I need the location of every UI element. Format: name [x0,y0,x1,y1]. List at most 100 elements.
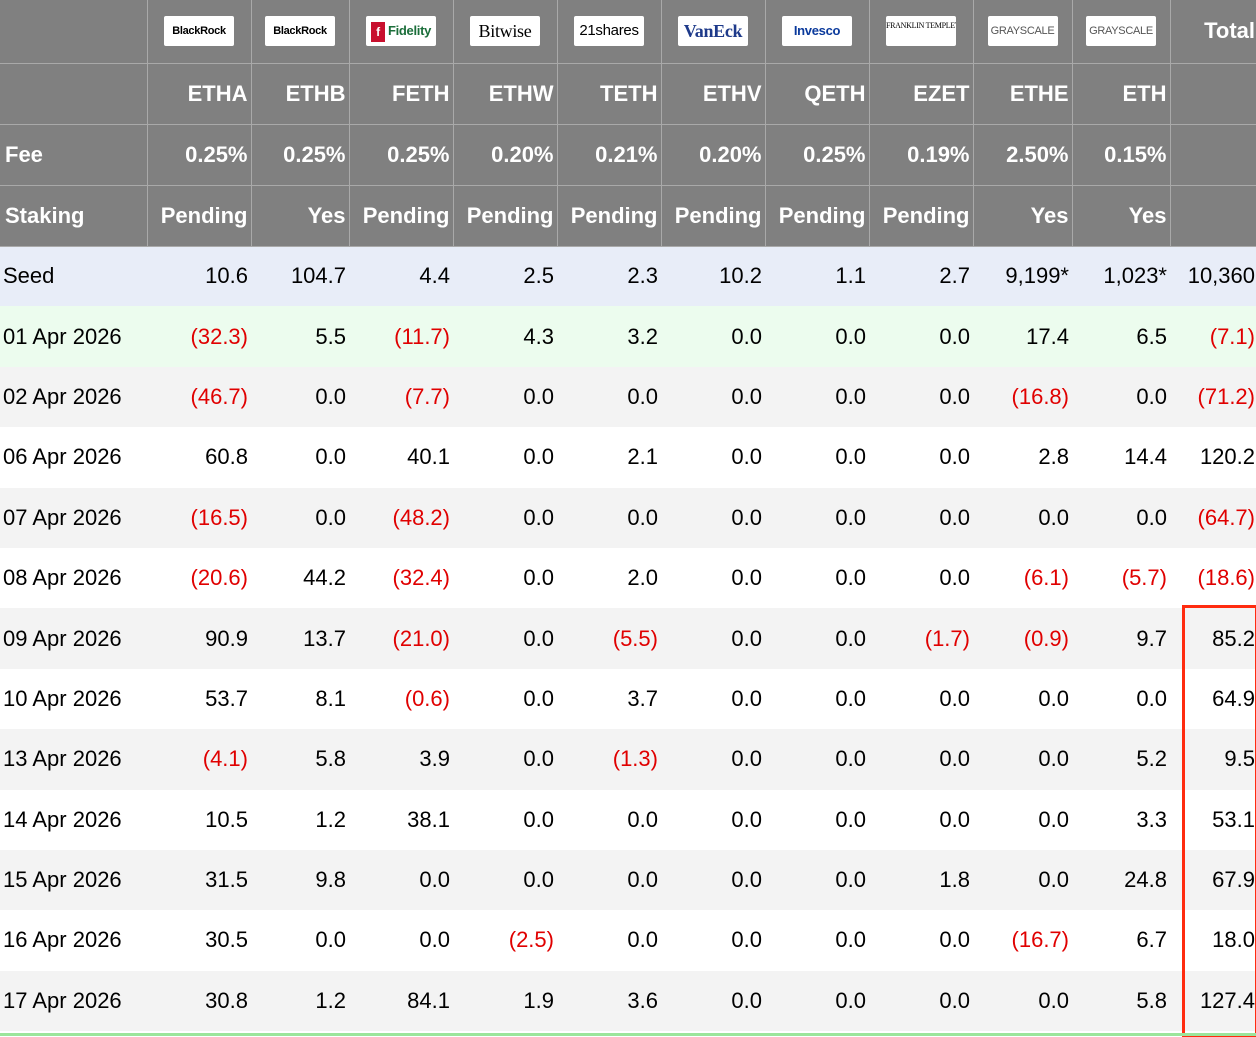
flow-cell: 0.0 [661,668,765,730]
fee-cell: 2.50% [973,124,1073,186]
flow-cell: 4.3 [453,306,557,367]
flow-cell: (20.6) [147,547,251,609]
flow-cell: (11.7) [349,306,453,367]
date-cell: 15 Apr 2026 [0,849,147,911]
flow-cell: 0.0 [349,849,453,911]
flow-cell: 38.1 [349,789,453,850]
flow-cell: 0.0 [661,970,765,1032]
flow-cell: 84.1 [349,970,453,1032]
total-cell: 9.5 [1170,729,1256,790]
fidelity-logo: f Fidelity [366,16,436,47]
flow-cell: 0.0 [349,910,453,971]
flow-cell: 0.0 [869,970,973,1032]
flow-cell: 0.0 [765,608,869,669]
grayscale-logo: GRAYSCALE [987,16,1058,47]
flow-cell: 31.5 [147,849,251,911]
ticker-row-label [0,63,148,125]
flow-cell: (0.6) [349,668,453,730]
flow-cell: (1.3) [557,729,661,790]
staking-total-cell [1170,185,1256,247]
fee-cell: 0.25% [765,124,870,186]
flow-cell: 0.0 [1072,366,1170,428]
flow-cell: 0.0 [661,910,765,971]
table-row: 01 Apr 2026 (32.3) 5.5 (11.7) 4.3 3.2 0.0 0.0 0.… [0,306,1256,367]
flow-cell: 0.0 [973,849,1072,911]
staking-cell: Yes [251,185,350,247]
flow-cell: 2.3 [557,246,661,307]
flow-cell: (32.3) [147,306,251,367]
flow-cell: 0.0 [453,366,557,428]
flow-cell: 1,023* [1072,246,1170,307]
flow-cell: 0.0 [765,366,869,428]
date-cell: 10 Apr 2026 [0,668,147,730]
flow-cell: 0.0 [251,366,349,428]
flow-cell: 0.0 [765,427,869,488]
flow-cell: 8.1 [251,668,349,730]
fee-row: Fee 0.25% 0.25% 0.25% 0.20% 0.21% 0.20% … [0,124,1256,186]
date-cell: 09 Apr 2026 [0,608,147,669]
flow-cell: 3.9 [349,729,453,790]
total-cell: (18.6) [1170,547,1256,609]
staking-cell: Yes [1072,185,1171,247]
flow-cell: 9.7 [1072,608,1170,669]
flow-cell: 30.8 [147,970,251,1032]
flow-cell: 1.2 [251,789,349,850]
flow-cell: 2.5 [453,246,557,307]
fee-cell: 0.25% [349,124,454,186]
fee-cell: 0.19% [869,124,974,186]
flow-cell: 104.7 [251,246,349,307]
flow-cell: 0.0 [661,729,765,790]
ticker-cell: ETHA [147,63,252,125]
flow-cell: (21.0) [349,608,453,669]
flow-cell: 0.0 [661,306,765,367]
fee-cell: 0.20% [453,124,558,186]
flow-cell: (1.7) [869,608,973,669]
total-cell: 127.4 [1170,970,1256,1032]
staking-cell: Pending [349,185,454,247]
flow-cell: 30.5 [147,910,251,971]
date-cell: 01 Apr 2026 [0,306,147,367]
fee-cell: 0.21% [557,124,662,186]
table-row: 16 Apr 2026 30.5 0.0 0.0 (2.5) 0.0 0.0 0.0 0.0 (1… [0,910,1256,971]
flow-cell: 44.2 [251,547,349,609]
flow-cell: 0.0 [973,970,1072,1032]
ticker-cell: ETHW [453,63,558,125]
ticker-cell: ETHE [973,63,1073,125]
fee-cell: 0.20% [661,124,766,186]
flow-cell: (5.7) [1072,547,1170,609]
flow-cell: 0.0 [765,487,869,548]
corner-cell [0,0,148,64]
staking-cell: Pending [557,185,662,247]
flow-cell: 0.0 [557,789,661,850]
invesco-logo: Invesco [782,16,852,47]
flow-cell: 0.0 [869,729,973,790]
flow-cell: 0.0 [765,789,869,850]
flow-cell: 2.0 [557,547,661,609]
total-cell: 10,360 [1170,246,1256,307]
flow-cell: 0.0 [869,547,973,609]
fidelity-mark-icon: f [370,21,385,42]
date-cell: 08 Apr 2026 [0,547,147,609]
flow-cell: 0.0 [453,427,557,488]
flow-cell: 0.0 [765,547,869,609]
flow-cell: 0.0 [453,668,557,730]
flow-cell: (2.5) [453,910,557,971]
date-cell: 06 Apr 2026 [0,427,147,488]
flow-cell: 4.4 [349,246,453,307]
ticker-cell: ETHV [661,63,766,125]
ticker-cell: TETH [557,63,662,125]
flow-cell: 0.0 [251,910,349,971]
date-cell: 07 Apr 2026 [0,487,147,548]
date-cell: 16 Apr 2026 [0,910,147,971]
flow-cell: (48.2) [349,487,453,548]
flow-cell: 0.0 [661,427,765,488]
total-cell: 67.9 [1170,849,1256,911]
flow-cell: (16.7) [973,910,1072,971]
bottom-border [0,1033,1256,1036]
flow-cell: 0.0 [453,487,557,548]
flow-cell: 1.8 [869,849,973,911]
flow-cell: 5.2 [1072,729,1170,790]
ticker-row: ETHA ETHB FETH ETHW TETH ETHV QETH EZET … [0,63,1256,125]
flow-cell: 6.5 [1072,306,1170,367]
